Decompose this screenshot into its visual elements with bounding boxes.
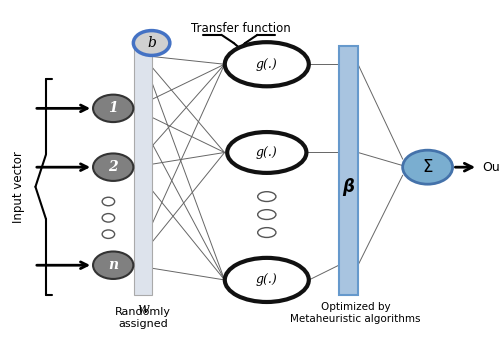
Ellipse shape bbox=[227, 132, 306, 173]
Circle shape bbox=[93, 153, 134, 181]
Ellipse shape bbox=[225, 258, 309, 302]
Text: Output: Output bbox=[482, 161, 500, 174]
Text: Input vector: Input vector bbox=[12, 151, 25, 223]
Text: β: β bbox=[342, 178, 354, 196]
Text: w: w bbox=[137, 302, 149, 316]
Circle shape bbox=[102, 214, 115, 222]
Circle shape bbox=[134, 31, 170, 55]
Text: 1: 1 bbox=[108, 101, 118, 115]
Circle shape bbox=[102, 230, 115, 238]
Text: Transfer function: Transfer function bbox=[190, 22, 290, 35]
Circle shape bbox=[402, 150, 452, 184]
Text: g(.): g(.) bbox=[256, 146, 278, 159]
Circle shape bbox=[102, 197, 115, 206]
Ellipse shape bbox=[258, 192, 276, 202]
Text: n: n bbox=[108, 258, 118, 272]
Circle shape bbox=[93, 95, 134, 122]
Ellipse shape bbox=[258, 228, 276, 237]
Text: 2: 2 bbox=[108, 160, 118, 174]
Ellipse shape bbox=[225, 42, 309, 86]
Bar bbox=[134, 46, 152, 294]
Text: Randomly
assigned: Randomly assigned bbox=[115, 307, 171, 329]
Text: Σ: Σ bbox=[422, 158, 433, 176]
Text: g(.): g(.) bbox=[256, 58, 278, 71]
Circle shape bbox=[93, 251, 134, 279]
Bar bbox=[339, 46, 358, 294]
Text: g(.): g(.) bbox=[256, 273, 278, 287]
Text: Optimized by
Metaheuristic algorithms: Optimized by Metaheuristic algorithms bbox=[290, 302, 421, 324]
Text: b: b bbox=[147, 36, 156, 50]
Ellipse shape bbox=[258, 210, 276, 219]
